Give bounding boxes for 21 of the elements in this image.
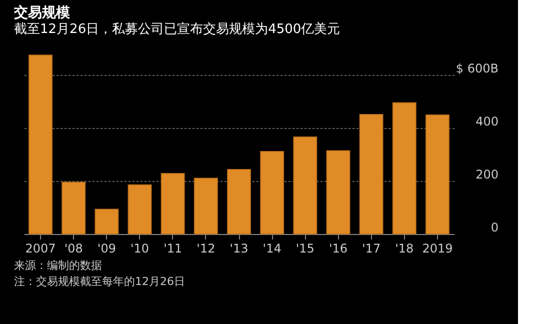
y-tick-label: 200 — [476, 168, 498, 182]
x-tick-label: '18 — [395, 242, 414, 256]
chart-subtitle: 截至12月26日，私募公司已宣布交易规模为4500亿美元 — [14, 21, 340, 37]
x-tick-label: '15 — [296, 242, 314, 256]
y-tick-label: 0 — [490, 220, 498, 234]
x-tick-label: '16 — [328, 242, 348, 256]
y-tick-label: 400 — [476, 114, 498, 129]
x-tick-label: '10 — [130, 242, 150, 256]
x-tick-label: '11 — [164, 242, 182, 256]
x-tick-label: '08 — [64, 242, 83, 256]
x-tick-label: '12 — [196, 242, 216, 256]
x-tick-label: '13 — [230, 242, 248, 256]
text: 注：交易规模截至每年的12月26日 — [14, 275, 185, 288]
y-tick-label: $ 600B — [456, 62, 498, 76]
x-tick-label: '09 — [97, 242, 116, 256]
x-tick-label: '17 — [362, 242, 381, 256]
x-tick-label: '14 — [262, 242, 282, 256]
x-tick-label: 2007 — [25, 242, 56, 256]
source-note: 来源：编制的数据 — [14, 259, 102, 272]
chart-title: 交易规模 — [13, 4, 71, 21]
x-tick-label: 2019 — [422, 242, 453, 256]
